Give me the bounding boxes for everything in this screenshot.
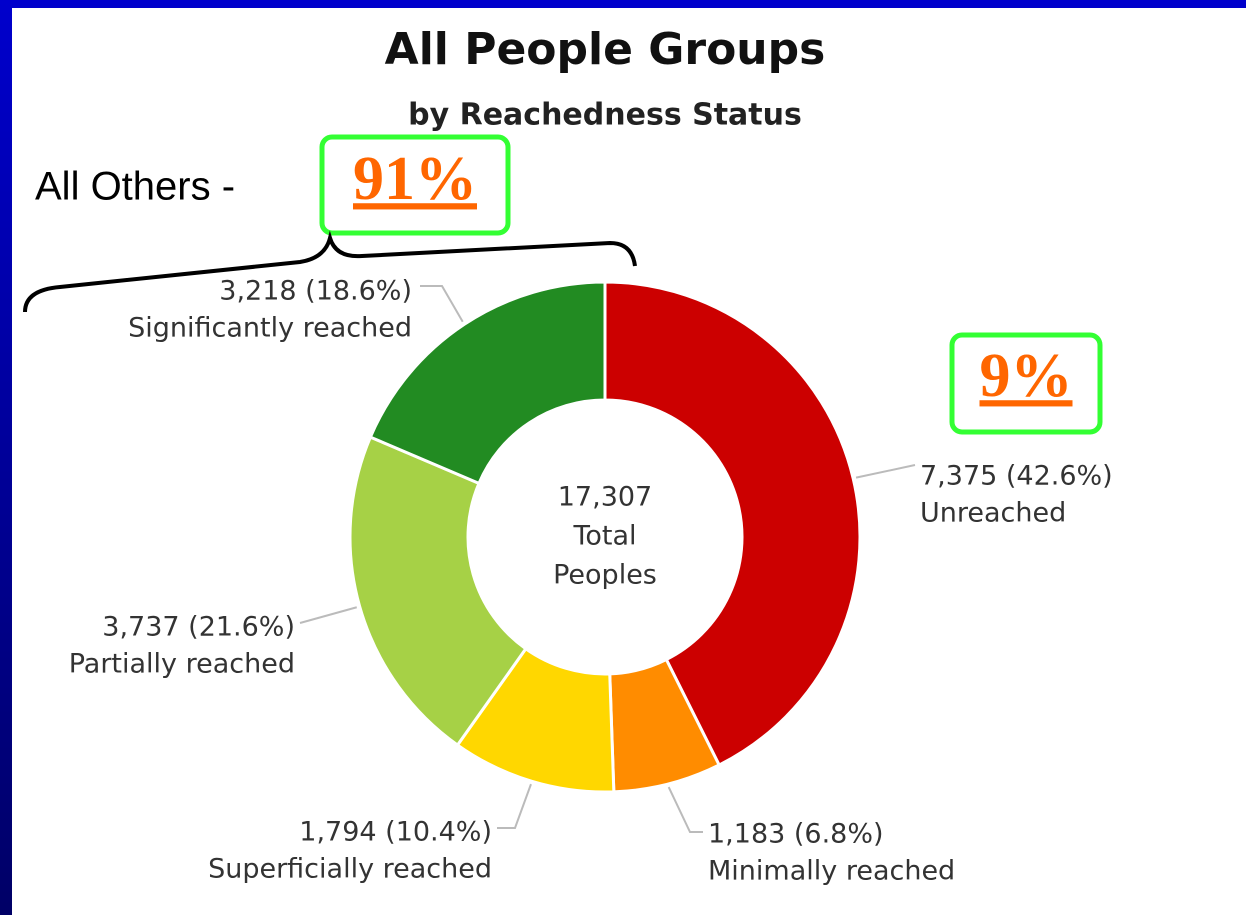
data-label: 3,737 (21.6%) bbox=[102, 612, 295, 643]
center-text: Total bbox=[572, 521, 636, 552]
chart-subtitle: by Reachedness Status bbox=[408, 98, 802, 133]
data-label: 1,183 (6.8%) bbox=[708, 819, 884, 850]
category-label: Superficially reached bbox=[208, 854, 492, 885]
category-label: Significantly reached bbox=[128, 313, 412, 344]
highlight-box bbox=[949, 332, 1103, 435]
leader-line bbox=[299, 606, 358, 624]
data-label: 1,794 (10.4%) bbox=[299, 817, 492, 848]
annotation: 91% bbox=[353, 145, 477, 213]
data-label: 7,375 (42.6%) bbox=[920, 461, 1113, 492]
category-label: Unreached bbox=[920, 498, 1066, 529]
leader-line bbox=[667, 786, 703, 833]
donut-slice bbox=[348, 435, 528, 748]
donut-slice bbox=[368, 280, 607, 486]
category-label: Minimally reached bbox=[708, 856, 955, 887]
center-text: 17,307 bbox=[558, 482, 652, 513]
chart-title: All People Groups bbox=[385, 24, 826, 75]
brace bbox=[23, 230, 637, 313]
leader-line bbox=[420, 285, 464, 323]
donut-slice bbox=[603, 280, 862, 768]
annotation: 9% bbox=[980, 342, 1073, 410]
category-label: Partially reached bbox=[69, 649, 295, 680]
annotation: All Others - bbox=[35, 165, 235, 209]
leader-line bbox=[497, 783, 532, 829]
data-label: 3,218 (18.6%) bbox=[219, 276, 412, 307]
highlight-box bbox=[319, 134, 511, 236]
center-label: 17,307 Total Peoples bbox=[553, 482, 657, 591]
leader-line bbox=[855, 464, 916, 479]
center-text: Peoples bbox=[553, 560, 657, 591]
